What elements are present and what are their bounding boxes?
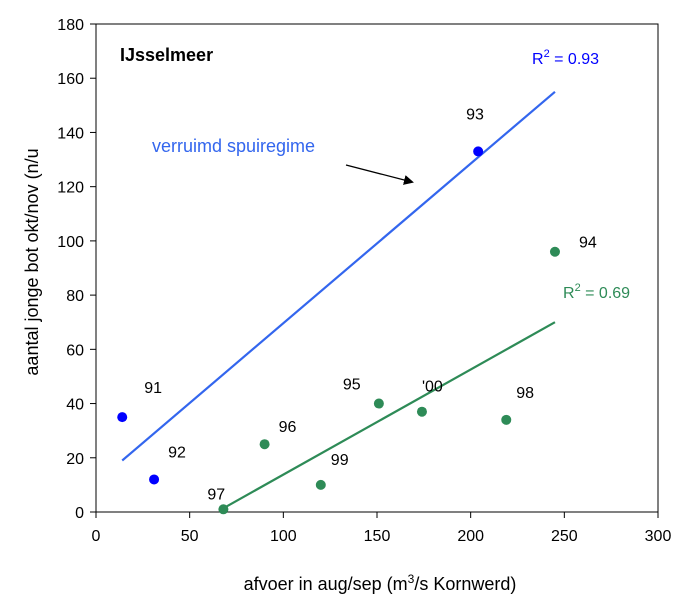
x-axis: 0 50 100 150 200 250 300: [92, 512, 672, 545]
x-tick-label: 200: [457, 528, 484, 545]
data-point-93: [473, 146, 484, 157]
y-tick-label: 80: [66, 288, 84, 305]
annotation-label: verruimd spuiregime: [152, 136, 315, 156]
data-point-91: [117, 412, 128, 423]
data-point-92: [149, 474, 160, 485]
x-tick-label: 0: [92, 528, 101, 545]
data-point-94: [549, 246, 560, 257]
trendlines: [121, 90, 556, 511]
y-tick-label: 100: [57, 234, 84, 251]
data-point-99: [315, 479, 326, 490]
data-point-97: [218, 504, 229, 515]
y-tick-label: 60: [66, 342, 84, 359]
data-point-95: [373, 398, 384, 409]
data-point-96: [259, 439, 270, 450]
y-tick-label: 20: [66, 451, 84, 468]
point-label: 91: [144, 380, 162, 397]
r2-label-series-1: R2 = 0.93: [532, 48, 599, 68]
point-label: 92: [168, 444, 186, 461]
point-label: 96: [279, 419, 297, 436]
point-label: '00: [422, 379, 443, 396]
data-points: [117, 146, 560, 515]
plot-area-frame: [95, 23, 659, 513]
x-tick-label: 100: [270, 528, 297, 545]
r2-label-series-2: R2 = 0.69: [563, 282, 630, 302]
x-tick-label: 150: [364, 528, 391, 545]
x-tick-label: 250: [551, 528, 578, 545]
x-axis-label: afvoer in aug/sep (m3/s Kornwerd): [244, 572, 517, 594]
x-tick-label: 300: [645, 528, 672, 545]
annotation-arrow: [345, 164, 414, 185]
point-label: 98: [516, 385, 534, 402]
y-tick-label: 120: [57, 180, 84, 197]
data-point-00: [416, 406, 427, 417]
y-tick-label: 0: [75, 505, 84, 522]
x-tick-label: 50: [181, 528, 199, 545]
point-label: 95: [343, 377, 361, 394]
y-tick-label: 40: [66, 397, 84, 414]
y-tick-label: 160: [57, 71, 84, 88]
chart-title: IJsselmeer: [120, 45, 213, 65]
point-labels: 91 92 93 94 95 96 97 98 99 '00: [144, 106, 597, 503]
point-label: 93: [466, 106, 484, 123]
point-label: 97: [207, 486, 225, 503]
y-tick-label: 180: [57, 17, 84, 34]
point-label: 99: [331, 452, 349, 469]
y-tick-label: 140: [57, 125, 84, 142]
y-axis-label: aantal jonge bot okt/nov (n/u: [22, 148, 42, 375]
point-label: 94: [579, 235, 597, 252]
trendline-series-2: [220, 321, 556, 511]
trendline-series-1: [121, 90, 556, 462]
data-point-98: [501, 414, 512, 425]
y-axis: 0 20 40 60 80 100 120 140 160 180: [57, 17, 96, 522]
